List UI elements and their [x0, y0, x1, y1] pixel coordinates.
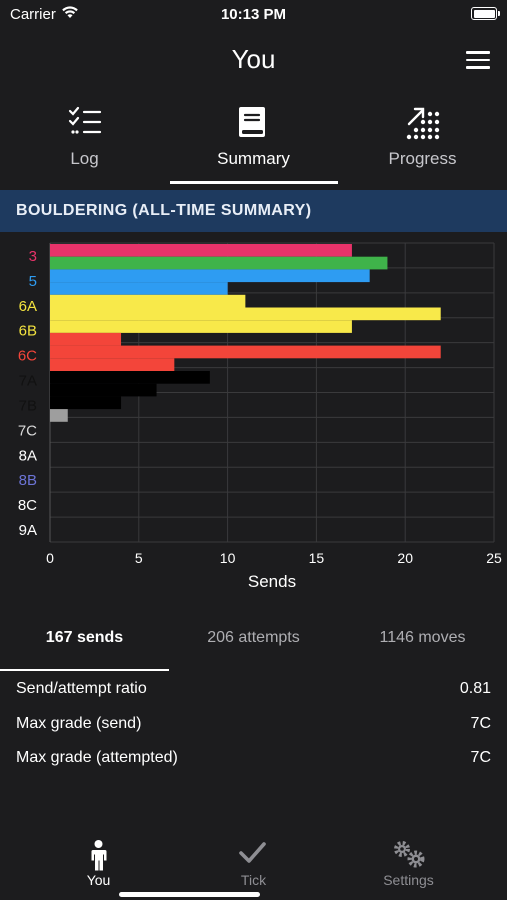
y-tick-label: 7C	[18, 422, 37, 439]
stat-value: 7C	[470, 749, 491, 766]
tabbar-you-label: You	[86, 872, 111, 888]
bar	[50, 358, 175, 371]
y-tick-label: 8C	[18, 497, 37, 514]
tabbar-settings-label: Settings	[383, 872, 434, 888]
bar	[50, 307, 441, 321]
stat-tab-indicator	[0, 669, 169, 671]
person-icon	[91, 840, 107, 871]
stat-tab-attempts[interactable]: 206 attempts	[207, 629, 300, 646]
x-tick-label: 10	[220, 550, 236, 566]
stat-row-max-send: Max grade (send) 7C	[0, 707, 507, 742]
stat-key: Max grade (attempted)	[16, 749, 178, 766]
x-tick-label: 5	[135, 550, 143, 566]
clock: 10:13 PM	[220, 6, 287, 23]
stat-tabs: 167 sends 206 attempts 1146 moves	[0, 612, 507, 672]
bar	[50, 294, 246, 308]
tabbar-settings[interactable]: Settings	[324, 830, 493, 900]
y-tick-label: 6A	[19, 298, 37, 315]
tab-progress-label: Progress	[388, 149, 457, 168]
y-tick-label: 5	[29, 273, 37, 290]
tab-summary-label: Summary	[217, 149, 290, 168]
section-header: BOULDERING (ALL-TIME SUMMARY)	[0, 190, 507, 232]
y-tick-label: 7B	[19, 397, 37, 414]
tabbar-tick[interactable]: Tick	[169, 830, 338, 900]
stat-key: Max grade (send)	[16, 714, 142, 732]
bar	[50, 269, 370, 283]
top-tabs: Log Summary Progress	[0, 96, 507, 186]
y-tick-label: 8A	[19, 447, 37, 464]
tab-log[interactable]: Log	[0, 96, 169, 186]
tab-selection-indicator	[170, 181, 338, 184]
carrier-label: Carrier	[10, 6, 56, 23]
tabbar-tick-label: Tick	[240, 872, 267, 888]
bar	[50, 345, 441, 359]
tab-summary[interactable]: Summary	[169, 96, 338, 186]
tab-progress[interactable]: Progress	[338, 96, 507, 186]
grade-sends-chart: 3 5 6A 6B 6C 7A 7B 7C 8A 8B 8C 9A 0 5 10 15 20 25 Sends	[18, 242, 502, 591]
bar	[50, 282, 228, 295]
bar	[50, 244, 352, 257]
x-tick-label: 20	[397, 550, 413, 566]
book-icon	[239, 107, 265, 137]
y-tick-label: 6B	[19, 323, 37, 340]
bar	[50, 256, 388, 270]
page-title: You	[231, 44, 276, 74]
stats-list: Send/attempt ratio 0.81 Max grade (send)…	[0, 672, 507, 776]
gears-icon	[394, 841, 425, 868]
checklist-icon	[68, 106, 102, 134]
stat-value: 0.81	[459, 680, 491, 697]
x-tick-label: 25	[486, 550, 502, 566]
bar	[50, 383, 157, 397]
y-tick-label: 6C	[18, 348, 37, 365]
stat-value: 7C	[470, 714, 491, 732]
bottom-tab-bar: You Tick Settings	[0, 830, 507, 900]
home-indicator	[119, 892, 260, 897]
progress-dots-icon	[406, 107, 440, 140]
x-tick-label: 15	[309, 550, 325, 566]
tab-log-label: Log	[70, 149, 99, 168]
bar	[50, 371, 210, 384]
stat-key: Send/attempt ratio	[16, 680, 147, 697]
wifi-icon	[62, 6, 78, 18]
bar	[50, 396, 122, 410]
battery-icon	[471, 7, 500, 20]
y-tick-label: 3	[29, 248, 37, 265]
bar	[50, 332, 122, 346]
section-title: BOULDERING (ALL-TIME SUMMARY)	[16, 202, 312, 219]
x-axis-label: Sends	[248, 572, 296, 591]
tabbar-you[interactable]: You	[14, 830, 183, 900]
y-tick-label: 7A	[19, 373, 37, 390]
bar	[50, 320, 352, 333]
hamburger-menu-icon[interactable]	[466, 51, 490, 69]
x-tick-label: 0	[46, 550, 54, 566]
status-bar: Carrier 10:13 PM	[0, 0, 507, 30]
stat-tab-moves[interactable]: 1146 moves	[379, 629, 466, 646]
checkmark-icon	[239, 842, 266, 863]
y-tick-label: 9A	[19, 522, 37, 539]
stat-row-max-attempted: Max grade (attempted) 7C	[0, 741, 507, 776]
stat-tab-sends[interactable]: 167 sends	[45, 629, 124, 646]
bar	[50, 409, 68, 422]
stat-row-ratio: Send/attempt ratio 0.81	[0, 672, 507, 707]
y-tick-label: 8B	[19, 472, 37, 489]
